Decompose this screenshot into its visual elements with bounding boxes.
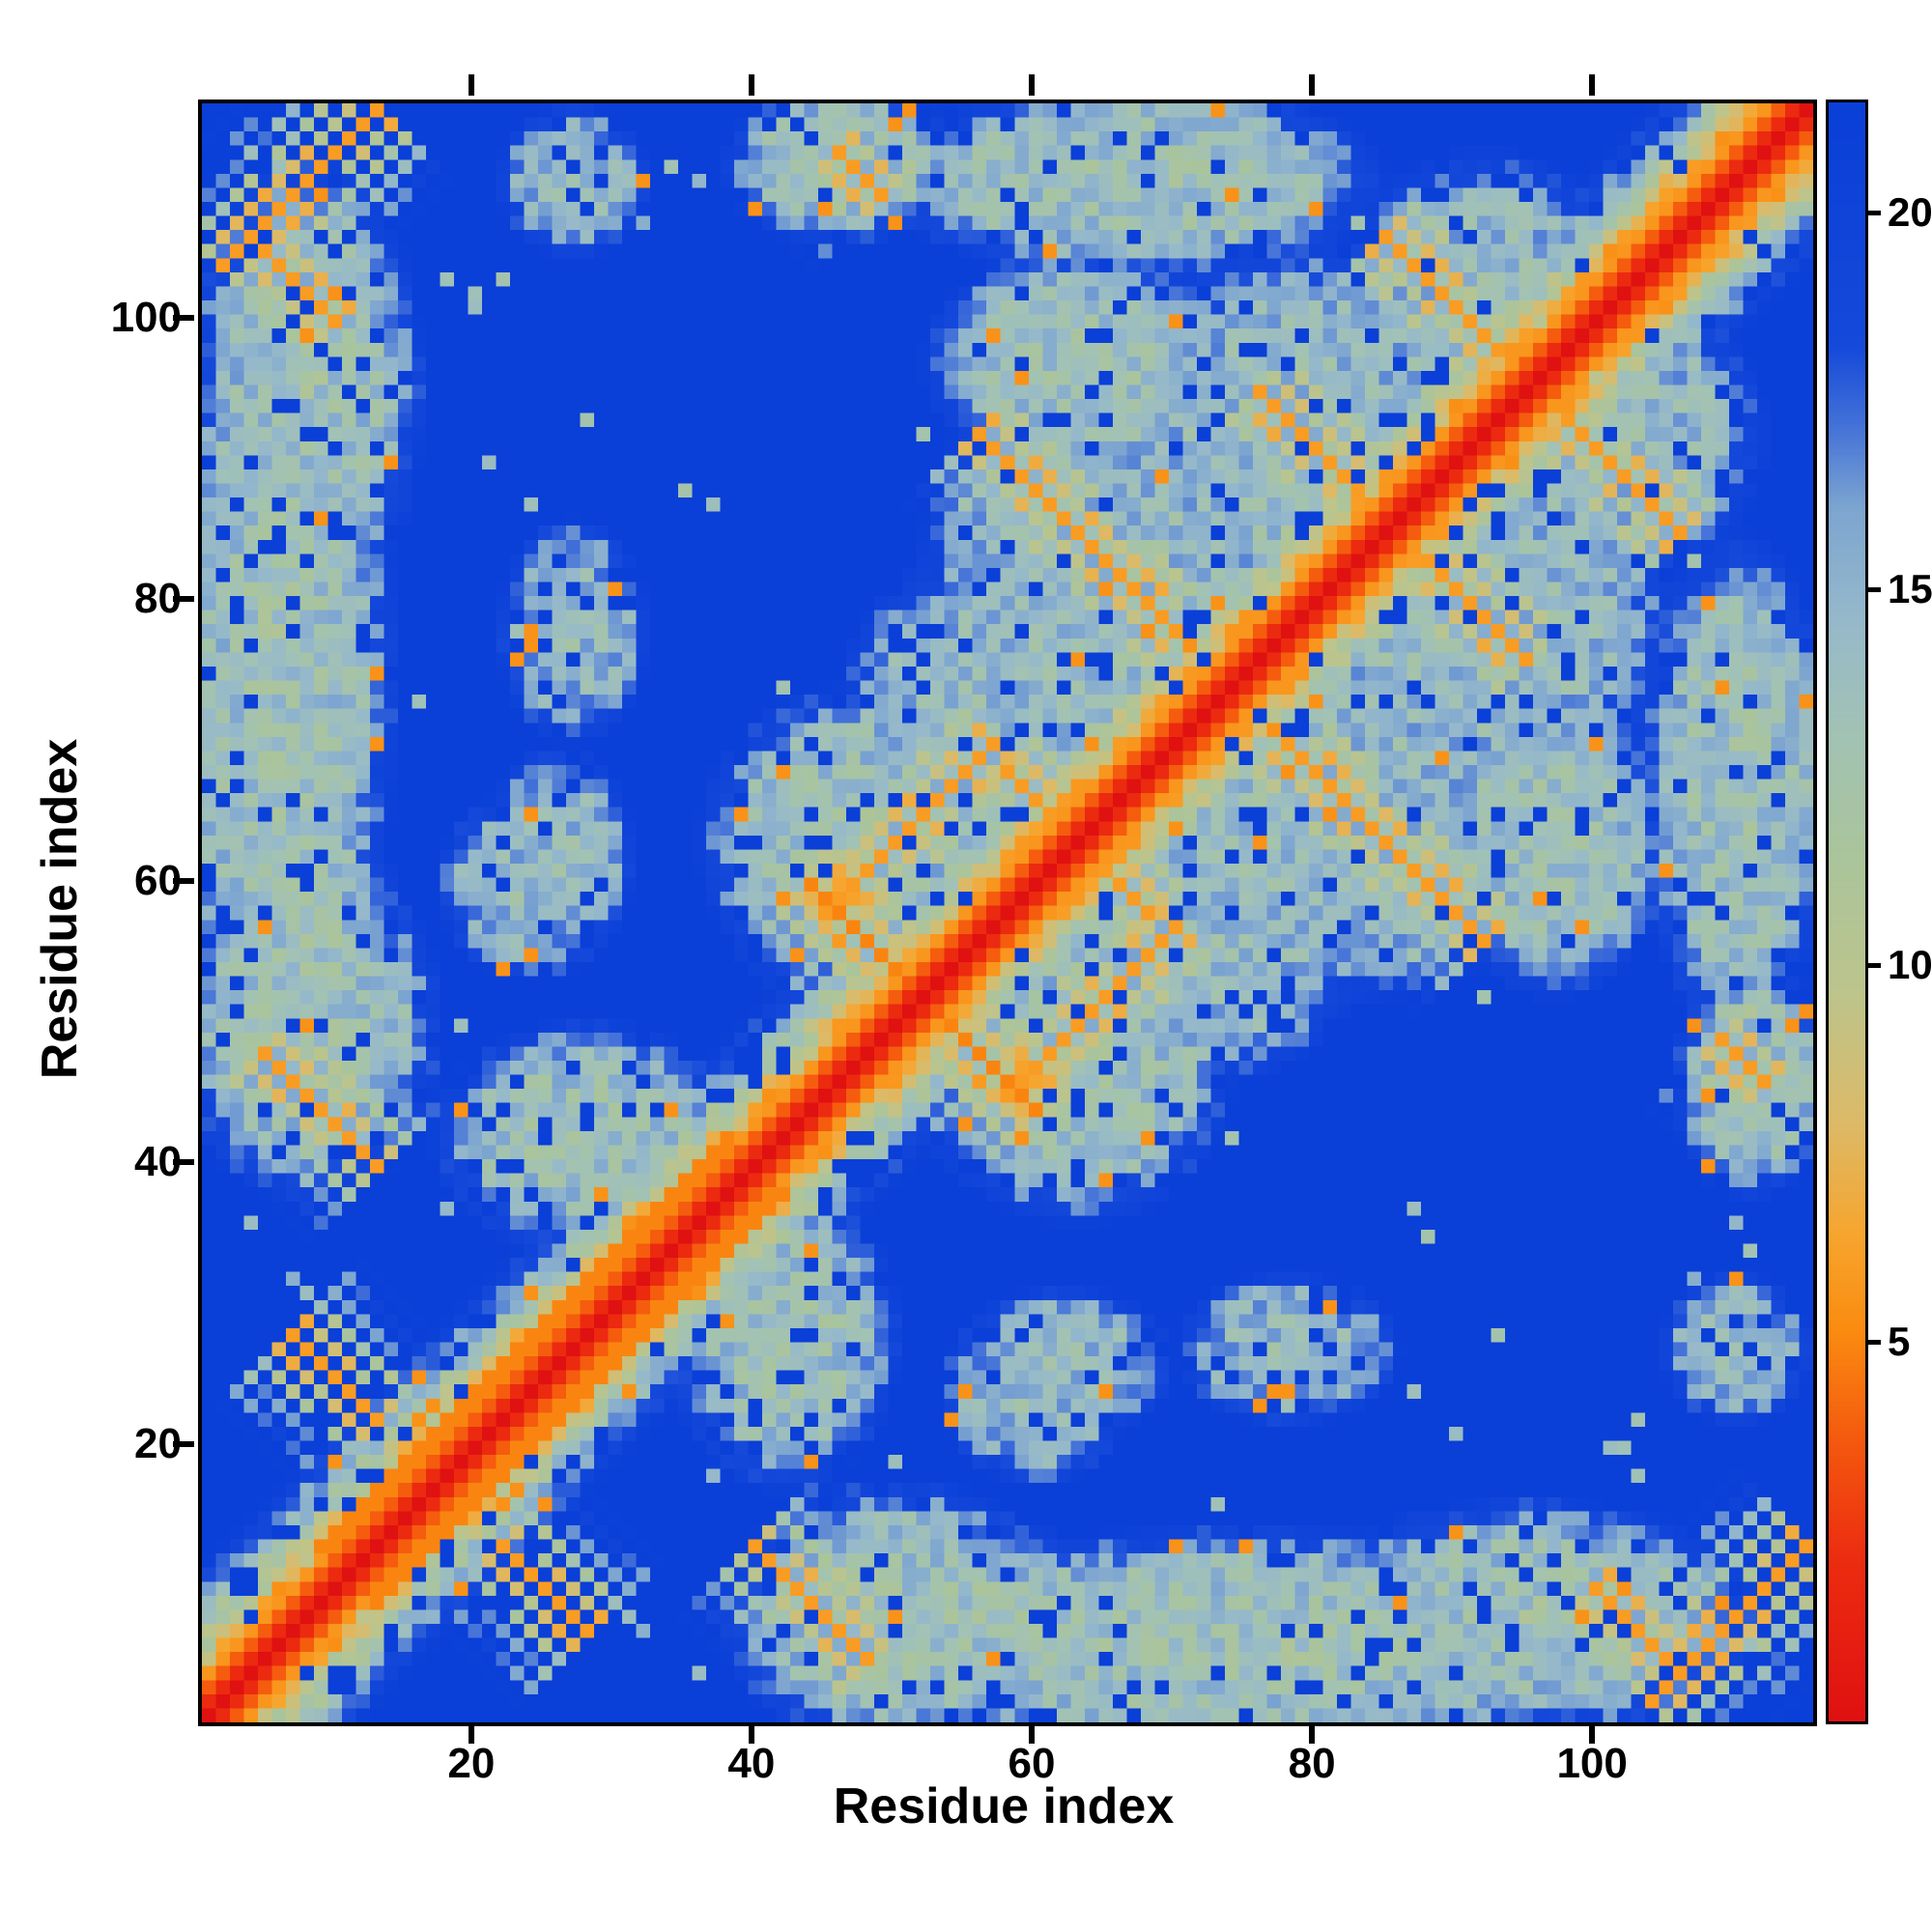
colorbar-tick-label: 20 xyxy=(1888,188,1932,235)
x-tick-mark xyxy=(1589,1722,1596,1744)
x-tick-mark-top xyxy=(1309,74,1316,96)
y-tick-mark xyxy=(173,1440,194,1447)
colorbar-tick-mark xyxy=(1865,1340,1881,1346)
colorbar-tick-label: 15 xyxy=(1888,565,1932,611)
x-tick-mark-top xyxy=(468,74,474,96)
colorbar xyxy=(1826,99,1868,1724)
x-tick-mark xyxy=(1029,1722,1035,1744)
y-tick-mark xyxy=(173,314,194,321)
colorbar-tick-mark xyxy=(1865,963,1881,969)
y-tick-mark xyxy=(173,1159,194,1166)
heatmap-plot-area xyxy=(198,99,1817,1726)
y-axis-label: Residue index xyxy=(32,738,88,1080)
x-tick-mark xyxy=(748,1722,754,1744)
colorbar-tick-label: 10 xyxy=(1888,942,1932,988)
colorbar-canvas xyxy=(1829,102,1865,1721)
x-tick-label: 20 xyxy=(447,1740,496,1787)
x-tick-mark xyxy=(1309,1722,1316,1744)
y-tick-mark xyxy=(173,596,194,603)
y-tick-mark xyxy=(173,877,194,884)
x-tick-label: 60 xyxy=(1008,1740,1056,1787)
x-tick-label: 40 xyxy=(727,1740,776,1787)
x-axis-label: Residue index xyxy=(833,1778,1175,1834)
colorbar-tick-mark xyxy=(1865,586,1881,592)
x-tick-label: 100 xyxy=(1556,1740,1628,1787)
colorbar-tick-mark xyxy=(1865,210,1881,215)
y-tick-label: 100 xyxy=(110,293,182,341)
x-tick-label: 80 xyxy=(1288,1740,1336,1787)
x-tick-mark-top xyxy=(748,74,754,96)
heatmap-canvas xyxy=(202,103,1813,1722)
x-tick-mark xyxy=(468,1722,474,1744)
colorbar-tick-label: 5 xyxy=(1888,1319,1911,1365)
x-tick-mark-top xyxy=(1589,74,1596,96)
x-tick-mark-top xyxy=(1029,74,1035,96)
